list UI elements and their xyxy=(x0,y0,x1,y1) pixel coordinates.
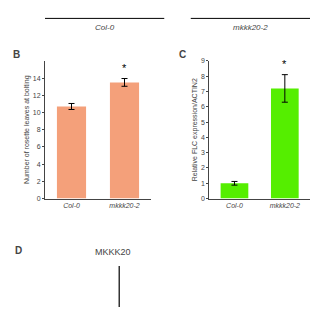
svg-text:B: B xyxy=(13,49,20,60)
svg-text:Col-0: Col-0 xyxy=(226,202,243,209)
svg-text:1: 1 xyxy=(201,180,205,187)
svg-text:0: 0 xyxy=(201,195,205,202)
svg-text:7: 7 xyxy=(201,88,205,95)
svg-text:12: 12 xyxy=(33,92,41,99)
svg-text:8: 8 xyxy=(201,73,205,80)
svg-text:*: * xyxy=(282,58,287,70)
svg-text:*: * xyxy=(122,62,127,74)
svg-text:D: D xyxy=(15,245,22,256)
svg-text:Col-0: Col-0 xyxy=(63,202,80,209)
svg-text:Relative FLC expression/ACTIN2: Relative FLC expression/ACTIN2 xyxy=(191,78,199,181)
svg-text:2: 2 xyxy=(37,178,41,185)
svg-text:mkkk20-2: mkkk20-2 xyxy=(270,202,300,209)
svg-text:mkkk20-2: mkkk20-2 xyxy=(233,23,268,32)
svg-text:MKKK20: MKKK20 xyxy=(95,247,131,257)
svg-text:10: 10 xyxy=(33,109,41,116)
svg-text:5: 5 xyxy=(201,119,205,126)
svg-text:C: C xyxy=(179,49,186,60)
svg-text:3: 3 xyxy=(201,149,205,156)
svg-text:0: 0 xyxy=(37,195,41,202)
svg-text:8: 8 xyxy=(37,126,41,133)
svg-text:Number of rosette leaves at bo: Number of rosette leaves at bolting xyxy=(23,75,31,184)
svg-text:9: 9 xyxy=(201,57,205,64)
svg-text:4: 4 xyxy=(37,161,41,168)
svg-text:2: 2 xyxy=(201,164,205,171)
svg-text:4: 4 xyxy=(201,134,205,141)
svg-text:mkkk20-2: mkkk20-2 xyxy=(109,202,139,209)
svg-text:Col-0: Col-0 xyxy=(95,23,115,32)
svg-text:14: 14 xyxy=(33,75,41,82)
svg-text:6: 6 xyxy=(37,143,41,150)
svg-text:6: 6 xyxy=(201,103,205,110)
